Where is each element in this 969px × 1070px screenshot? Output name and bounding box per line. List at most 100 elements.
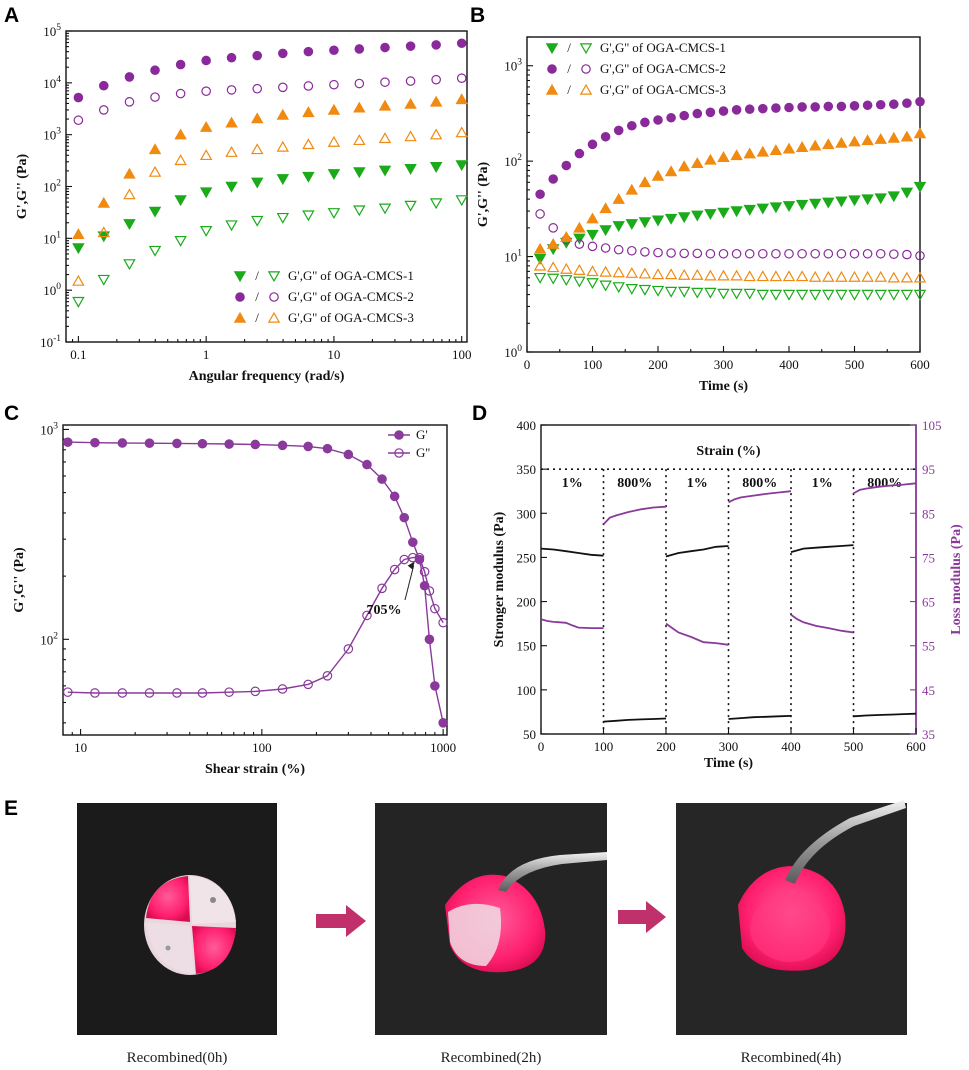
interval-label: 1% <box>562 476 583 491</box>
x-axis-label: Angular frequency (rad/s) <box>189 369 345 384</box>
data-point <box>533 259 547 271</box>
data-point <box>913 289 927 301</box>
data-point <box>874 193 887 205</box>
data-point <box>849 101 860 111</box>
x-axis-label: Shear strain (%) <box>205 762 305 777</box>
data-point <box>874 289 887 301</box>
data-point <box>599 280 612 292</box>
data-point <box>769 202 783 214</box>
data-point <box>252 50 263 61</box>
legend-marker-open <box>581 64 591 74</box>
chart-title: Strain (%) <box>696 444 761 459</box>
y-tick-label-base: 10 <box>43 283 56 298</box>
y-axis-label: G',G'' (Pa) <box>15 154 30 220</box>
data-point <box>276 140 290 152</box>
legend-marker-filled <box>233 311 247 323</box>
data-point <box>769 289 783 301</box>
data-point <box>587 139 598 150</box>
data-point <box>380 42 390 53</box>
y-tick-label-exp: 3 <box>517 58 522 68</box>
series-1 <box>533 272 927 301</box>
x-tick-label: 0 <box>538 739 545 754</box>
data-point <box>197 438 208 449</box>
data-point <box>424 586 435 596</box>
x-tick-label: 100 <box>594 739 614 754</box>
legend-slash: / <box>255 268 259 283</box>
data-point <box>822 138 835 150</box>
data-point <box>72 296 85 308</box>
data-point <box>784 248 794 259</box>
data-point <box>704 287 717 299</box>
data-point <box>438 718 448 728</box>
data-point <box>224 687 234 697</box>
storage-segment <box>853 712 917 718</box>
data-point <box>174 235 187 247</box>
data-point <box>404 163 417 175</box>
data-point <box>888 99 899 110</box>
legend-slash: / <box>567 82 571 97</box>
data-point <box>810 102 820 112</box>
y-tick-label: 400 <box>517 418 537 433</box>
data-point <box>407 552 418 563</box>
data-point <box>848 195 861 207</box>
interval-label: 1% <box>812 476 833 491</box>
data-point <box>117 438 128 448</box>
data-point <box>561 160 572 171</box>
series-0 <box>62 437 448 728</box>
data-point <box>148 165 162 177</box>
data-point <box>250 112 264 124</box>
data-point <box>548 223 558 233</box>
legend-marker-filled <box>545 43 559 55</box>
data-point <box>666 248 676 258</box>
data-point <box>691 210 704 222</box>
data-point <box>836 248 847 259</box>
legend-marker-open <box>579 83 593 95</box>
data-point <box>431 40 441 50</box>
data-point <box>861 194 874 206</box>
data-point <box>225 145 238 157</box>
y-tick-label-base: 10 <box>43 76 56 91</box>
data-point <box>389 491 400 502</box>
data-point <box>651 169 665 181</box>
data-point <box>612 266 625 278</box>
y-tick-label-base: 10 <box>504 250 517 265</box>
loss-segment <box>728 490 792 504</box>
data-point <box>546 237 560 249</box>
data-point <box>756 270 770 282</box>
data-point <box>900 187 914 199</box>
data-point <box>362 459 372 470</box>
series-line <box>67 556 444 694</box>
data-point <box>535 209 545 219</box>
interval-label: 1% <box>687 476 708 491</box>
legend-slash: / <box>567 40 571 55</box>
data-point <box>73 115 84 126</box>
data-point <box>404 200 417 212</box>
y-tick-label-exp: 5 <box>56 23 61 33</box>
data-point <box>586 278 599 290</box>
data-point <box>62 687 73 697</box>
data-point <box>429 162 443 173</box>
data-point <box>399 512 410 523</box>
y-tick-label: 10-1 <box>40 334 61 350</box>
panel-label-d: D <box>472 402 487 425</box>
series-1 <box>62 552 448 698</box>
data-point <box>887 289 901 301</box>
data-point <box>743 204 756 216</box>
data-point <box>913 181 927 193</box>
data-point <box>123 188 136 200</box>
y-tick-label-base: 10 <box>43 231 56 246</box>
data-point <box>638 267 652 279</box>
series-5 <box>533 259 927 283</box>
data-point <box>175 59 186 70</box>
tweezers-icon-2 <box>785 800 906 884</box>
y-tick-label-exp: 2 <box>517 153 522 163</box>
data-point <box>835 196 848 208</box>
data-point <box>730 288 743 300</box>
legend-marker-filled <box>233 271 247 283</box>
y-tick-label: 102 <box>40 631 58 647</box>
data-point <box>599 202 612 214</box>
data-point <box>362 610 372 621</box>
photo-4h <box>676 800 907 1035</box>
y-tick-label: 104 <box>43 75 61 91</box>
